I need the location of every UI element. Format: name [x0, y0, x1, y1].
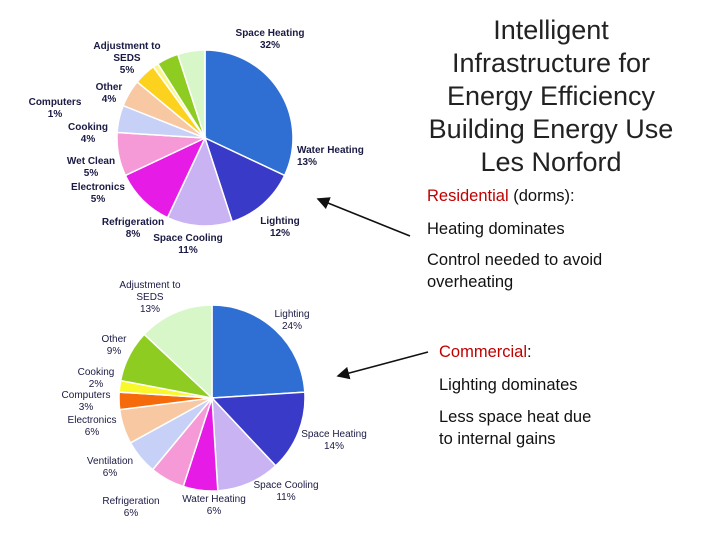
title-line: Building Energy Use [428, 114, 674, 144]
title-line: Energy Efficiency [446, 81, 656, 111]
pie-label-cooking: Cooking 2% [78, 367, 115, 390]
pie-label-adjustment-to-seds: Adjustment to SEDS 5% [93, 41, 160, 76]
commercial-label-suffix: : [527, 343, 532, 361]
residential-label-suffix: (dorms): [508, 187, 575, 205]
pie-label-other: Other 4% [96, 82, 123, 105]
pie-slice-water-heating [203, 136, 286, 223]
commercial-point-2: Less space heat due to internal gains [439, 406, 591, 450]
commercial-label: Commercial [439, 343, 528, 361]
pie-slice-lighting [166, 135, 234, 227]
pie-label-wet-clean: Wet Clean 5% [67, 156, 115, 179]
commercial-point-1: Lighting dominates [439, 376, 578, 394]
commercial-heading: Commercial: [439, 341, 532, 363]
pie-label-lighting: Lighting 12% [260, 216, 299, 239]
pie-label-other: Other 9% [101, 334, 127, 357]
commercial-point-2-line-1: Less space heat due [439, 408, 592, 426]
pie-label-lighting: Lighting 24% [274, 309, 309, 332]
pie-slice-adjustment-to-seds [143, 304, 213, 400]
pie-slice-space-heating [204, 49, 294, 177]
pie-slice-lighting [211, 304, 306, 399]
pie-slice-adjustment-to-seds [176, 49, 206, 139]
pie-label-adjustment-to-seds: Adjustment to SEDS 13% [119, 280, 181, 315]
residential-heading: Residential (dorms): [427, 185, 575, 207]
pie-label-ventilation: Ventilation 6% [87, 456, 133, 479]
title-author: Les Norford [480, 147, 622, 177]
title-line: Infrastructure for [451, 48, 651, 78]
commercial-point-2-line-2: to internal gains [439, 430, 556, 448]
residential-point-2-line-1: Control needed to avoid [427, 251, 603, 269]
pie-label-space-cooling: Space Cooling 11% [253, 480, 318, 503]
pie-label-space-heating: Space Heating 32% [236, 28, 305, 51]
pie-label-refrigeration: Refrigeration 6% [102, 496, 159, 519]
pie-label-electronics: Electronics 6% [68, 415, 117, 438]
pie-label-water-heating: Water Heating 13% [297, 145, 364, 168]
pie-slice-space-heating [210, 391, 306, 467]
pie-label-cooking: Cooking 4% [68, 122, 108, 145]
pie-label-computers: Computers 3% [62, 390, 111, 413]
residential-label: Residential [427, 187, 509, 205]
pie-label-refrigeration: Refrigeration 8% [102, 217, 164, 240]
title-line: Intelligent [493, 15, 609, 45]
residential-point-1: Heating dominates [427, 220, 565, 238]
pie-label-water-heating: Water Heating 6% [182, 494, 246, 517]
pie-label-computers: Computers 1% [29, 97, 82, 120]
residential-point-2: Control needed to avoid overheating [427, 249, 602, 293]
residential-point-2-line-2: overheating [427, 273, 514, 291]
pie-label-space-heating: Space Heating 14% [301, 429, 367, 452]
pie-label-space-cooling: Space Cooling 11% [153, 233, 222, 256]
slide-title: Intelligent Infrastructure for Energy Ef… [416, 14, 686, 179]
pie-label-electronics: Electronics 5% [71, 182, 125, 205]
